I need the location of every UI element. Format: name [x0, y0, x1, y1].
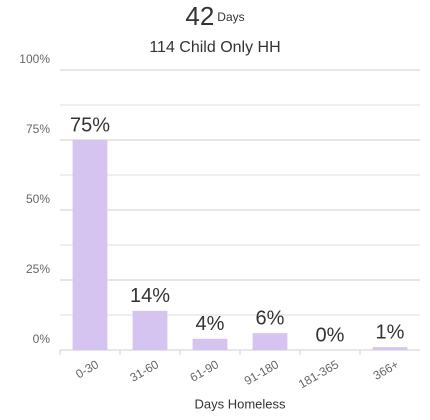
value-label: 1% [376, 321, 405, 343]
bar [372, 347, 408, 350]
x-tick-label: 91-180 [242, 357, 282, 388]
value-label: 6% [256, 307, 285, 329]
y-tick-label: 50% [26, 192, 50, 206]
x-tick-label: 0-30 [73, 357, 101, 381]
x-tick-label: 61-90 [187, 357, 221, 385]
value-label: 0% [316, 324, 345, 346]
bar [132, 310, 168, 350]
chart-subtitle: 114 Child Only HH [149, 39, 280, 56]
bar [192, 338, 228, 350]
chart-title: 42 Days [185, 1, 244, 31]
y-tick-label: 0% [33, 332, 51, 346]
y-tick-label: 100% [19, 52, 50, 66]
value-label: 75% [70, 114, 110, 136]
x-tick-label: 31-60 [127, 357, 161, 385]
y-tick-label: 75% [26, 122, 50, 136]
bar [72, 140, 108, 350]
x-tick-label: 181-365 [296, 357, 341, 391]
title-unit: Days [217, 10, 244, 24]
value-label: 4% [196, 313, 225, 335]
value-label: 14% [130, 285, 170, 307]
x-axis-label: Days Homeless [194, 396, 286, 411]
title-number: 42 [185, 1, 214, 31]
y-tick-label: 25% [26, 262, 50, 276]
bar [252, 333, 288, 350]
x-tick-label: 366+ [371, 357, 401, 383]
